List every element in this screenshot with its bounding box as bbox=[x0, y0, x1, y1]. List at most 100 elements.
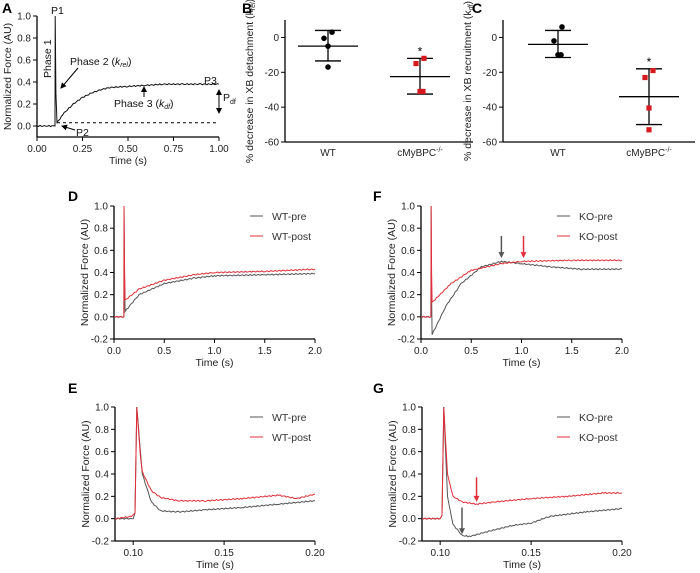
y-tick-label: 0.2 bbox=[17, 100, 31, 111]
y-tick-label: 0 bbox=[273, 33, 279, 44]
series-line-wt-post bbox=[113, 205, 316, 318]
label-p1: P1 bbox=[51, 5, 64, 17]
data-point bbox=[413, 60, 419, 67]
y-axis-label-subscript: rel bbox=[250, 2, 257, 10]
x-tick-label: 0.10 bbox=[430, 548, 450, 559]
arrow-head bbox=[473, 495, 480, 502]
y-axis-label: % decrease in XB recruitment (kdf) bbox=[462, 1, 475, 161]
y-tick-label: 0.0 bbox=[95, 514, 109, 525]
x-axis-label: Time (s) bbox=[109, 155, 147, 167]
x-category-label: WT bbox=[320, 148, 336, 159]
data-point bbox=[551, 38, 557, 44]
y-tick-label: 0.2 bbox=[401, 290, 415, 301]
y-tick-label: 0.8 bbox=[402, 425, 416, 436]
legend-label: WT-post bbox=[272, 432, 311, 444]
y-axis-label-text: % decrease in XB recruitment (k bbox=[462, 10, 474, 161]
data-point bbox=[646, 127, 652, 133]
data-point bbox=[650, 67, 656, 74]
significance-star: * bbox=[418, 44, 423, 58]
label-p2: P2 bbox=[76, 127, 89, 139]
y-axis-label-text: % decrease in XB detachment (k bbox=[244, 9, 256, 163]
category-text: WT bbox=[550, 148, 566, 159]
y-tick-label: 1.0 bbox=[94, 202, 108, 213]
category-superscript: -/- bbox=[436, 147, 443, 154]
y-tick-label: 0.2 bbox=[95, 492, 109, 503]
x-tick-label: 0.15 bbox=[214, 548, 234, 559]
y-tick-label: 0.4 bbox=[94, 268, 108, 279]
label-phase3: Phase 3 (kdf) bbox=[114, 98, 174, 111]
y-tick-label: 0.8 bbox=[401, 224, 415, 235]
x-tick-label: 0.00 bbox=[27, 144, 47, 155]
series-line-ko-post bbox=[421, 406, 623, 520]
arrow-head bbox=[498, 252, 505, 259]
y-tick-label: 0.8 bbox=[95, 425, 109, 436]
series-line-wt-pre bbox=[114, 406, 316, 520]
y-tick-label: -20 bbox=[483, 68, 498, 79]
y-tick-label: 1.0 bbox=[95, 403, 109, 414]
y-tick-label: 0.6 bbox=[401, 246, 415, 257]
arrow-head bbox=[520, 252, 527, 259]
data-point bbox=[417, 88, 423, 95]
y-tick-label: 0 bbox=[491, 33, 497, 44]
legend-label: WT-pre bbox=[272, 412, 307, 424]
x-tick-label: 0.20 bbox=[612, 548, 632, 559]
y-tick-label: 0.4 bbox=[401, 268, 415, 279]
y-tick-label: 0.6 bbox=[94, 246, 108, 257]
y-tick-label: 0.0 bbox=[401, 312, 415, 323]
y-tick-label: 0.2 bbox=[94, 290, 108, 301]
x-tick-label: 2.0 bbox=[308, 346, 322, 357]
y-tick-label: 0.4 bbox=[95, 470, 109, 481]
series-line-ko-post bbox=[420, 205, 623, 318]
data-point bbox=[329, 29, 335, 35]
x-tick-label: 0.0 bbox=[107, 346, 121, 357]
data-point bbox=[325, 43, 331, 49]
x-category-label: WT bbox=[550, 148, 566, 159]
y-tick-label: -20 bbox=[265, 68, 280, 79]
y-axis-label-end: ) bbox=[244, 0, 256, 2]
x-tick-label: 2.0 bbox=[615, 346, 629, 357]
data-point bbox=[321, 35, 327, 42]
data-point bbox=[646, 105, 652, 111]
x-tick-label: 1.5 bbox=[258, 346, 272, 357]
y-tick-label: 0.0 bbox=[402, 514, 416, 525]
y-tick-label: -40 bbox=[483, 103, 498, 114]
x-axis-label: Time (s) bbox=[503, 559, 541, 571]
y-tick-label: -0.2 bbox=[399, 537, 417, 548]
x-tick-label: 0.25 bbox=[73, 144, 93, 155]
arrow-p2 bbox=[61, 124, 76, 131]
chart-b: 0 -20 -40 -60 % decrease in XB detachment (k… bbox=[244, 0, 473, 163]
category-superscript: -/- bbox=[665, 147, 672, 154]
y-tick-label: 0.6 bbox=[17, 56, 31, 67]
y-axis-label: Normalized Force (AU) bbox=[2, 23, 14, 130]
legend-label: KO-post bbox=[579, 432, 618, 444]
y-axis-label: % decrease in XB detachment (krel) bbox=[244, 0, 257, 163]
legend-label: KO-pre bbox=[579, 211, 613, 223]
x-category-label: cMyBPC-/- bbox=[397, 147, 443, 159]
x-tick-label: 1.0 bbox=[208, 346, 222, 357]
y-tick-label: -40 bbox=[265, 103, 280, 114]
label-phase2: Phase 2 (krel) bbox=[70, 56, 131, 69]
x-tick-label: 0.0 bbox=[414, 346, 428, 357]
data-point bbox=[642, 74, 648, 81]
arrow-phase2 bbox=[60, 67, 79, 89]
x-tick-label: 0.5 bbox=[464, 346, 478, 357]
y-tick-label: 0.8 bbox=[94, 224, 108, 235]
y-axis-label-subscript: df bbox=[468, 3, 475, 10]
label-pdf: Pdf bbox=[223, 92, 236, 106]
legend-label: WT-pre bbox=[272, 211, 307, 223]
x-tick-label: 0.75 bbox=[164, 144, 184, 155]
series-line bbox=[36, 15, 220, 128]
x-category-label: cMyBPC-/- bbox=[626, 147, 672, 159]
y-tick-label: -60 bbox=[265, 138, 280, 149]
y-tick-label: 0.6 bbox=[402, 447, 416, 458]
significance-star: * bbox=[647, 55, 652, 69]
y-axis-label: Normalized Force (AU) bbox=[79, 219, 91, 326]
category-text: cMyBPC bbox=[397, 148, 436, 159]
legend-label: KO-pre bbox=[579, 412, 613, 424]
category-text: WT bbox=[320, 148, 336, 159]
data-point bbox=[420, 88, 426, 95]
